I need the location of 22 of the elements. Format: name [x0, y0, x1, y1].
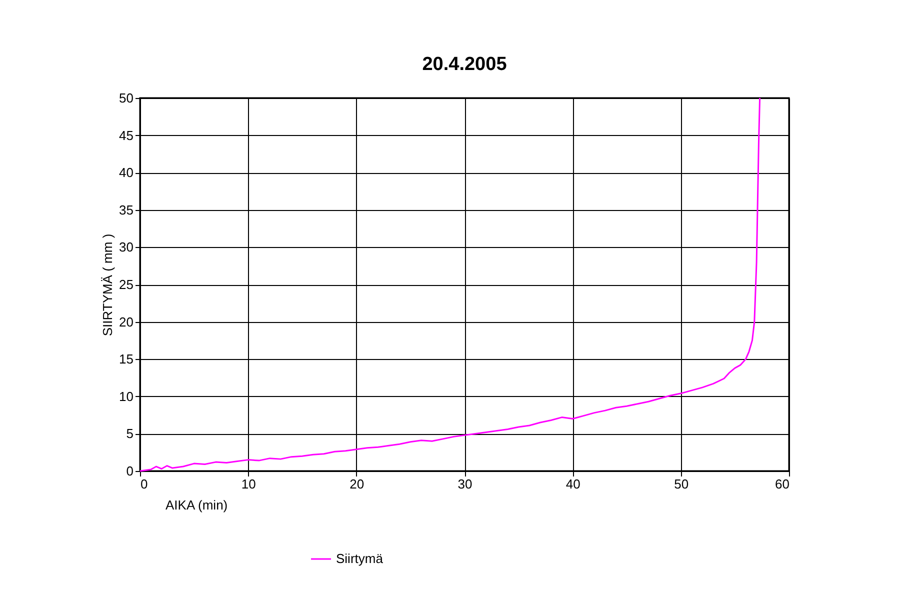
- x-tick-label: 30: [458, 476, 472, 492]
- x-tick-label: 50: [674, 476, 689, 492]
- x-tick-label: 0: [140, 476, 148, 492]
- y-tick-label: 20: [119, 314, 134, 330]
- y-tick-label: 0: [126, 464, 134, 478]
- y-tick-label: 30: [119, 240, 134, 255]
- y-tick-label: 50: [119, 90, 134, 106]
- x-tick-label: 10: [241, 476, 256, 492]
- y-tick-label: 40: [119, 165, 134, 180]
- y-tick-label: 5: [126, 426, 134, 442]
- y-tick-label: 15: [119, 352, 134, 367]
- y-tick-label: 10: [119, 388, 134, 404]
- x-axis-title: AIKA (min): [166, 498, 228, 512]
- y-axis-title: SIIRTYMÄ ( mm ): [100, 234, 116, 336]
- x-tick-label: 20: [350, 476, 364, 492]
- y-tick-label: 45: [119, 128, 134, 143]
- legend-label: Siirtymä: [336, 551, 384, 566]
- chart-title: 20.4.2005: [422, 54, 508, 75]
- y-tick-label: 35: [119, 202, 134, 218]
- x-tick-label: 40: [566, 476, 580, 492]
- y-tick-label: 25: [119, 277, 134, 292]
- x-tick-label: 60: [775, 476, 790, 492]
